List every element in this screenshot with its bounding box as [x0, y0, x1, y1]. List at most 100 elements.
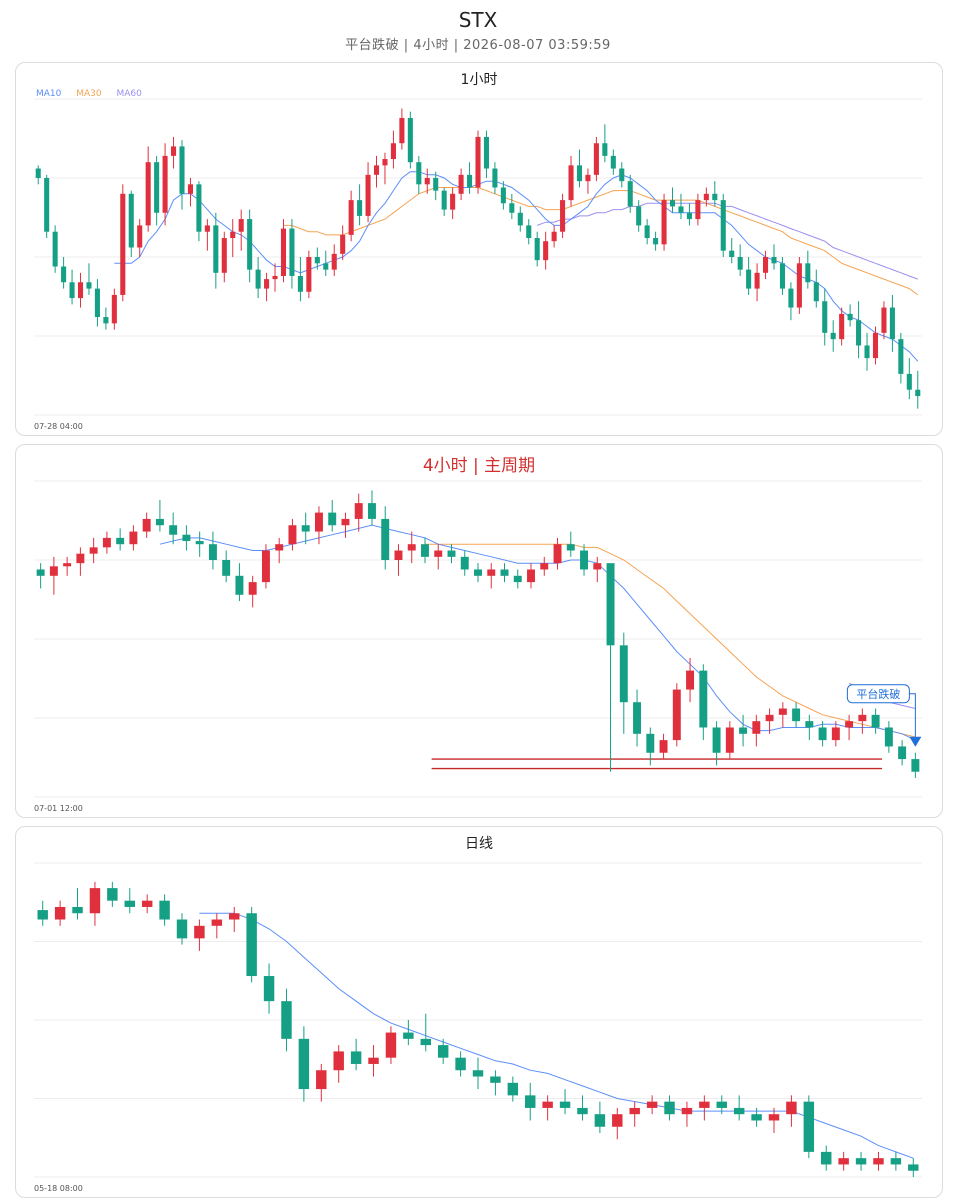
- ma30-line: [425, 543, 916, 738]
- candle: [644, 219, 650, 245]
- candle: [155, 499, 164, 532]
- candle-body: [447, 550, 456, 557]
- candle: [500, 563, 509, 583]
- page-header: STX 平台跌破 | 4小时 | 2026-08-07 03:59:59: [0, 0, 956, 60]
- candle-body: [629, 1107, 640, 1115]
- candle-body: [771, 257, 777, 264]
- candle-body: [458, 174, 464, 194]
- candle-body: [509, 203, 515, 213]
- candle-body: [314, 257, 320, 264]
- candle-body: [788, 288, 794, 308]
- candle: [881, 301, 887, 340]
- candle: [298, 1026, 310, 1102]
- candle: [490, 1070, 501, 1096]
- candle: [746, 257, 752, 295]
- candle: [94, 279, 100, 327]
- candle-body: [350, 1051, 362, 1064]
- candle: [340, 225, 346, 261]
- candle: [281, 988, 292, 1052]
- candle: [560, 193, 566, 239]
- candle: [323, 250, 329, 276]
- candle: [373, 155, 380, 188]
- candle: [796, 257, 802, 314]
- candle-body: [229, 913, 240, 920]
- candle: [580, 544, 589, 576]
- candle-body: [566, 544, 575, 551]
- candle-body: [659, 740, 668, 753]
- candle: [805, 714, 814, 741]
- candle-body: [543, 241, 549, 261]
- candle-body: [560, 200, 566, 232]
- candle: [593, 556, 602, 583]
- candle: [229, 906, 240, 933]
- candle-body: [500, 187, 506, 204]
- candle: [103, 307, 109, 330]
- candle-body: [526, 225, 532, 239]
- candle-body: [247, 219, 253, 270]
- candle-body: [763, 257, 769, 273]
- candle-body: [37, 910, 48, 920]
- candle: [553, 537, 562, 570]
- candle-body: [94, 288, 100, 318]
- candle-body: [407, 544, 416, 551]
- candle: [52, 225, 58, 273]
- candle: [733, 1095, 745, 1121]
- candle-body: [792, 708, 801, 722]
- candle-body: [898, 746, 907, 760]
- candle: [678, 193, 684, 220]
- candle-body: [116, 537, 125, 545]
- candle: [72, 888, 83, 920]
- candle-body: [142, 518, 151, 532]
- candle: [111, 288, 117, 330]
- candle: [314, 247, 320, 270]
- candle-body: [838, 1158, 849, 1165]
- candle: [171, 136, 177, 169]
- candle-body: [373, 165, 380, 175]
- candle: [169, 512, 178, 545]
- candle-body: [619, 645, 628, 703]
- candle-body: [314, 512, 323, 532]
- candle: [275, 537, 284, 564]
- candle-body: [36, 569, 45, 576]
- ma10-line: [159, 524, 916, 741]
- candle-body: [831, 727, 840, 741]
- candle: [208, 531, 217, 570]
- candle: [89, 537, 98, 564]
- candle: [472, 1057, 484, 1090]
- candle-body: [890, 1158, 902, 1165]
- candle: [176, 913, 188, 945]
- candle-body: [120, 193, 126, 295]
- legend-ma10: MA10: [36, 89, 62, 99]
- candle-body: [786, 1101, 797, 1115]
- annotation-label: 平台跌破: [856, 687, 900, 701]
- candle-body: [847, 313, 853, 321]
- candle: [664, 1095, 675, 1121]
- candle: [751, 1107, 762, 1127]
- candle: [619, 632, 628, 734]
- candle-body: [585, 174, 591, 182]
- candle-body: [754, 272, 760, 289]
- candle: [492, 162, 498, 194]
- candle: [686, 203, 692, 226]
- candle-body: [263, 976, 275, 1002]
- candle-body: [898, 339, 904, 374]
- candle: [76, 547, 85, 576]
- candle: [831, 721, 840, 747]
- candle-body: [340, 234, 346, 254]
- candle: [102, 531, 111, 554]
- candle: [681, 1101, 693, 1127]
- candle: [187, 178, 193, 207]
- candle: [248, 575, 257, 608]
- signal-arrow-icon: [909, 736, 922, 747]
- candle-body: [507, 1082, 519, 1096]
- candle-body: [407, 117, 413, 163]
- candle: [619, 162, 625, 188]
- candle: [725, 721, 734, 760]
- candle-body: [636, 206, 642, 226]
- candle: [534, 231, 540, 267]
- candle-body: [460, 556, 469, 570]
- candle-body: [606, 563, 615, 646]
- candle-body: [610, 155, 616, 169]
- candle-body: [394, 550, 403, 560]
- candle: [737, 244, 743, 276]
